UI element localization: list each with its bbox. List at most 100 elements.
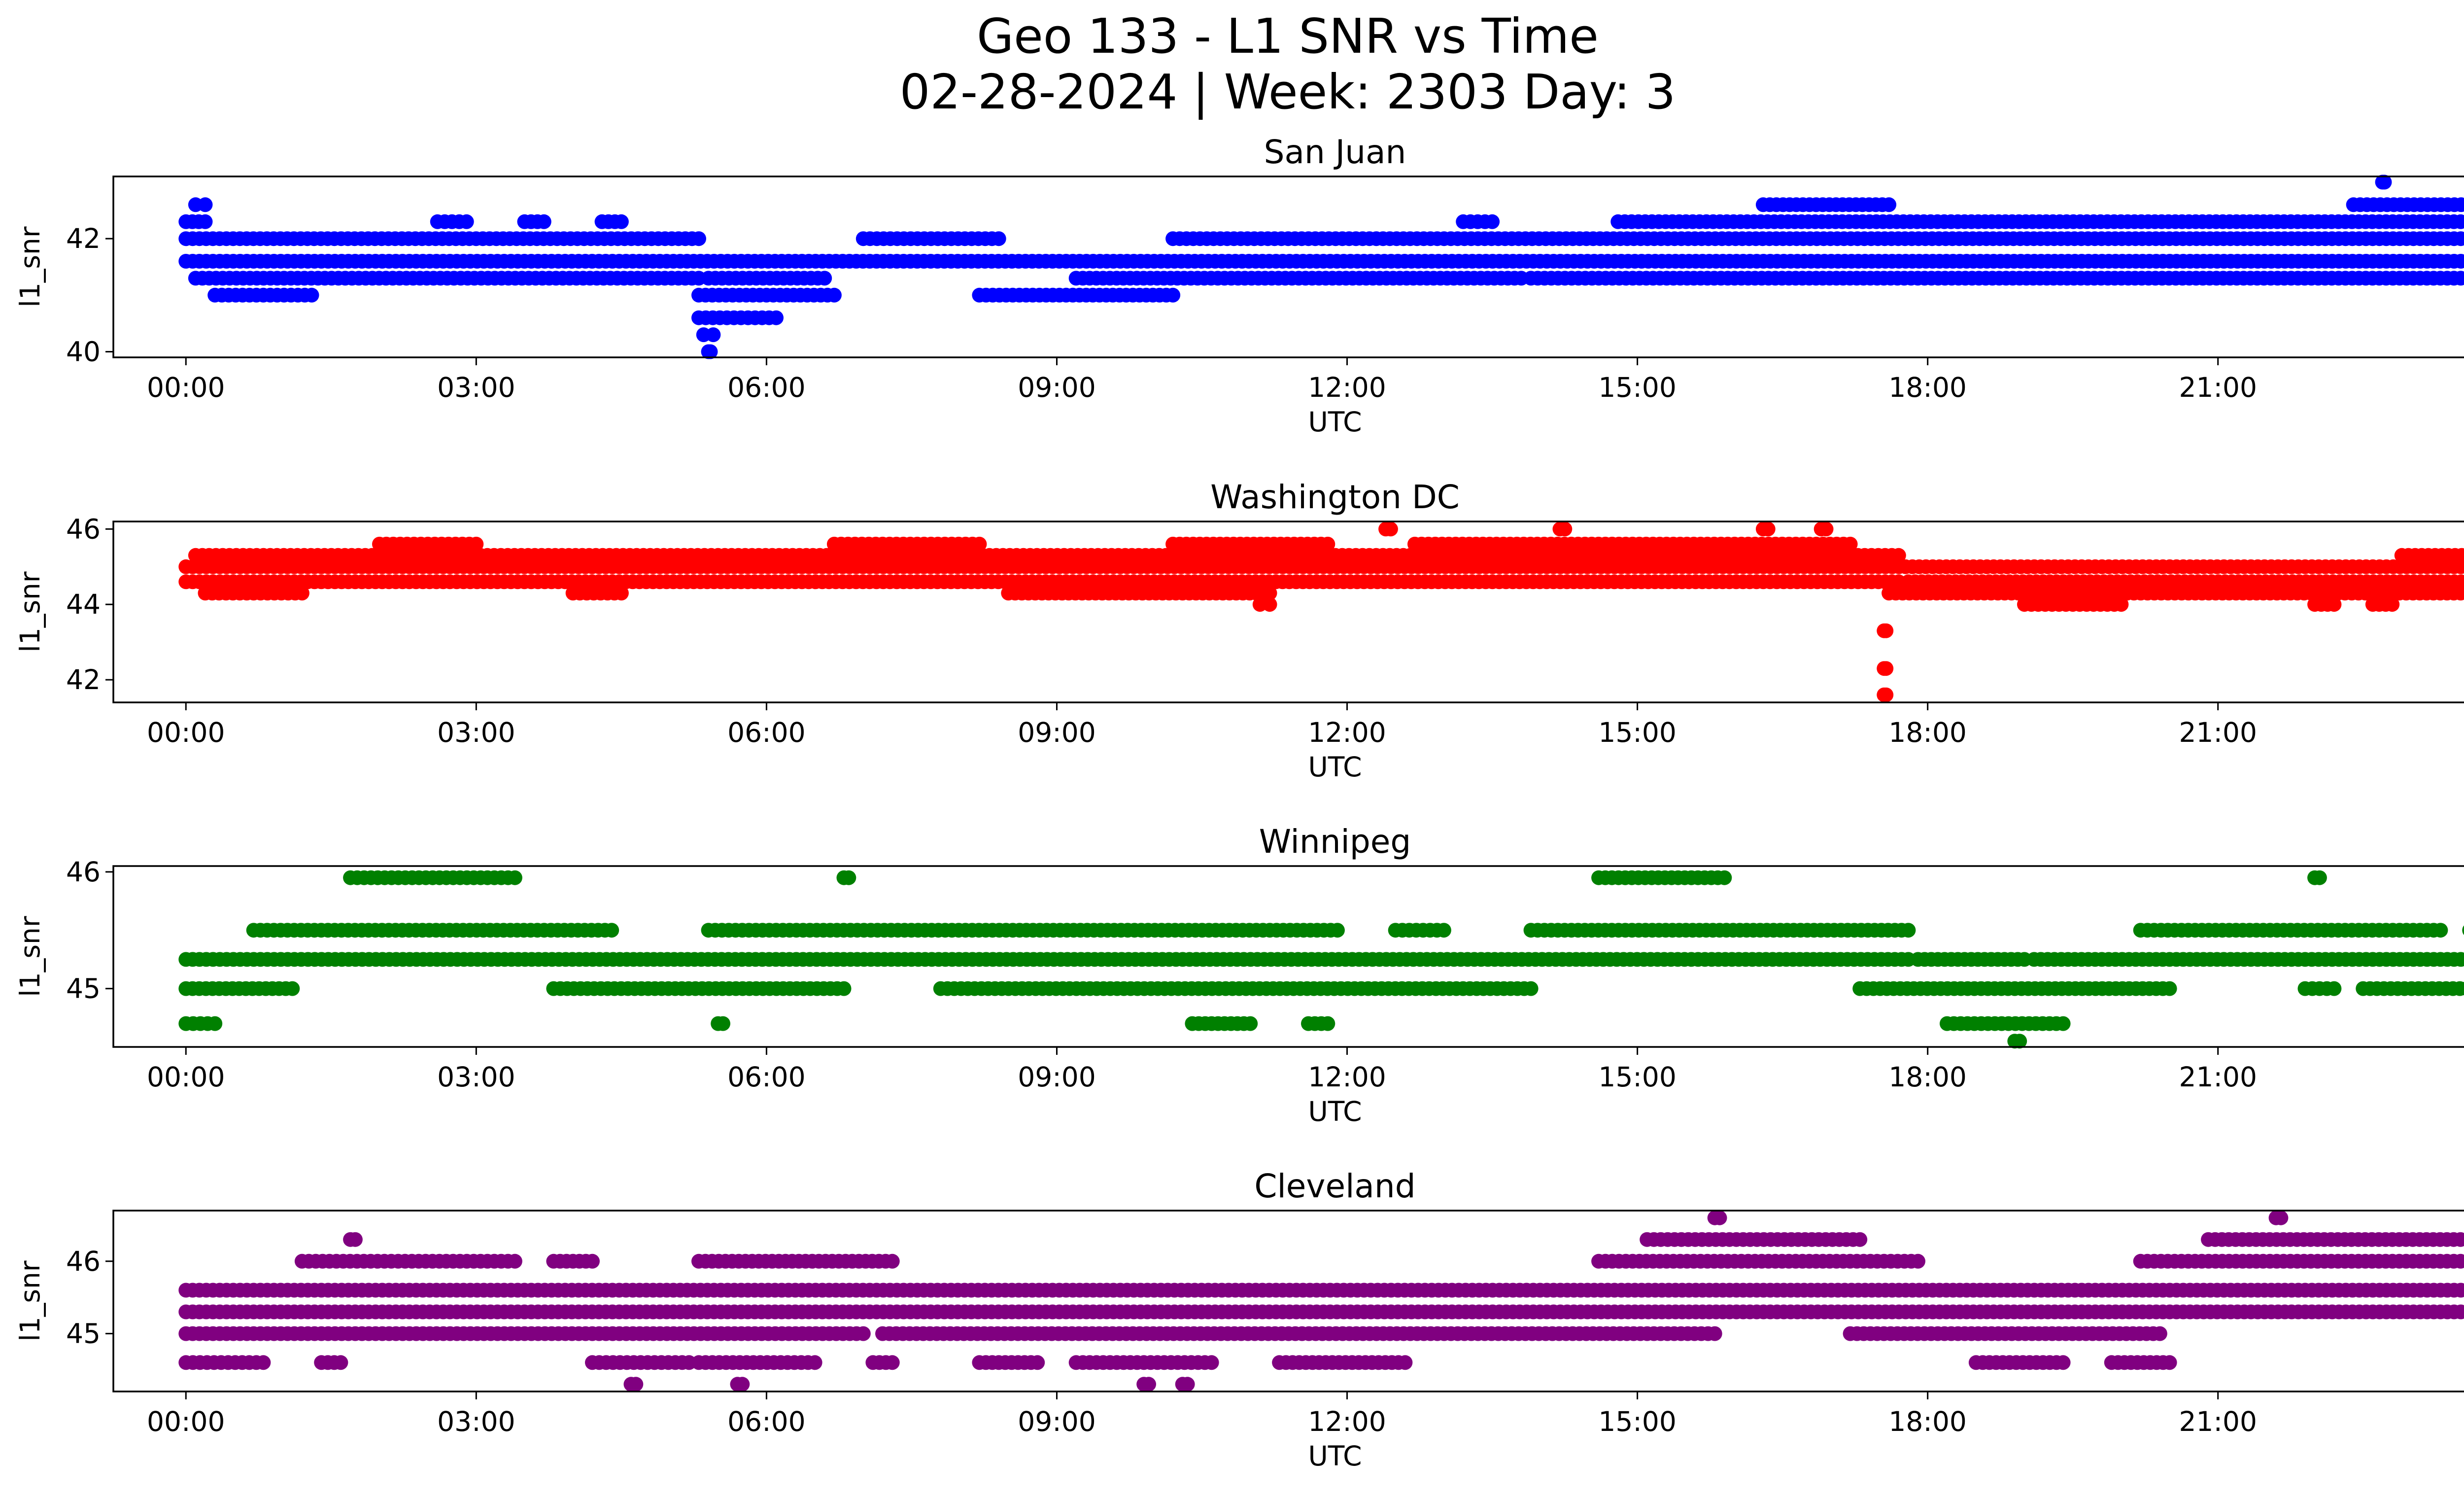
- axes-frame: [112, 175, 2464, 358]
- data-point: [198, 214, 213, 229]
- data-point: [604, 923, 619, 938]
- data-point: [1879, 661, 1894, 676]
- subplot-winnipeg: 00:00 03:00 06:00 09:00 12:00 15:00 18:00 21:00…: [14, 823, 2464, 1127]
- data-point: [2460, 953, 2464, 966]
- x-tick-label: 12:00: [1308, 372, 1386, 403]
- data-point: [2460, 1305, 2464, 1319]
- x-tick-label: 12:00: [1308, 1406, 1386, 1437]
- data-point: [2459, 981, 2464, 996]
- data-point: [2162, 1355, 2177, 1370]
- data-point: [2012, 1034, 2027, 1049]
- data-point: [841, 870, 856, 885]
- series-points: [178, 870, 2464, 1049]
- x-tick-label: 21:00: [2179, 1061, 2257, 1093]
- x-axis-label: UTC: [1308, 1440, 1362, 1472]
- data-point: [1879, 623, 1894, 638]
- x-tick-label: 15:00: [1598, 372, 1677, 403]
- y-tick-label: 42: [66, 223, 101, 254]
- subplot-cleveland: 00:00 03:00 06:00 09:00 12:00 15:00 18:00 21:00…: [14, 1167, 2464, 1472]
- y-tick-label: 46: [66, 513, 101, 545]
- data-point: [991, 231, 1006, 246]
- x-tick-label: 12:00: [1308, 1061, 1386, 1093]
- data-point: [469, 536, 484, 552]
- x-axis-label: UTC: [1308, 1096, 1362, 1127]
- y-axis-label: l1_snr: [14, 226, 46, 307]
- data-point: [1882, 197, 1897, 212]
- data-point: [2162, 981, 2177, 996]
- data-point: [614, 586, 629, 601]
- data-point: [2460, 1254, 2464, 1268]
- data-point: [614, 214, 629, 229]
- data-point: [1436, 923, 1451, 938]
- data-point: [536, 214, 551, 229]
- data-point: [826, 287, 842, 303]
- data-point: [2462, 925, 2464, 936]
- x-tick-label: 06:00: [727, 717, 806, 748]
- data-point: [198, 197, 213, 212]
- x-tick-label: 21:00: [2179, 372, 2257, 403]
- data-point: [507, 870, 522, 885]
- data-point: [304, 287, 319, 303]
- x-axis-label: UTC: [1308, 751, 1362, 783]
- data-point: [2385, 597, 2400, 612]
- data-point: [1383, 522, 1398, 537]
- data-point: [769, 310, 784, 325]
- data-point: [1717, 870, 1732, 885]
- x-tick-label: 15:00: [1598, 1406, 1677, 1437]
- data-point: [735, 1377, 750, 1392]
- data-point: [285, 981, 300, 996]
- data-point: [1262, 597, 1277, 612]
- data-point: [2460, 587, 2464, 600]
- data-point: [807, 1355, 822, 1370]
- data-point: [294, 586, 309, 601]
- x-tick-label: 15:00: [1598, 1061, 1677, 1093]
- x-tick-label: 06:00: [727, 1406, 806, 1437]
- data-point: [885, 1355, 900, 1370]
- x-tick-label: 09:00: [1018, 1061, 1096, 1093]
- figure-title: Geo 133 - L1 SNR vs Time: [977, 8, 1599, 64]
- data-point: [1712, 1210, 1727, 1225]
- data-point: [2454, 197, 2464, 212]
- data-point: [2460, 560, 2464, 573]
- subplot-san-juan: 00:00 03:00 06:00 09:00 12:00 15:00 18:00 21:00…: [14, 133, 2464, 438]
- series-points: [178, 1210, 2464, 1392]
- x-tick-label: 06:00: [727, 1061, 806, 1093]
- data-point: [1523, 981, 1539, 996]
- data-point: [1320, 536, 1335, 552]
- data-point: [1262, 586, 1277, 601]
- x-tick-label: 09:00: [1018, 717, 1096, 748]
- data-point: [1852, 1232, 1868, 1247]
- data-point: [1243, 1016, 1258, 1031]
- subplot-washington-dc: 00:00 03:00 06:00 09:00 12:00 15:00 18:00 21:00…: [14, 478, 2464, 783]
- figure-subtitle: 02-28-2024 | Week: 2303 Day: 3: [899, 64, 1676, 120]
- data-point: [1557, 522, 1573, 537]
- y-tick-label: 46: [66, 856, 101, 888]
- data-point: [836, 981, 852, 996]
- x-tick-label: 09:00: [1018, 1406, 1096, 1437]
- data-point: [1398, 1355, 1413, 1370]
- y-tick-label: 40: [66, 336, 101, 368]
- data-point: [2312, 870, 2327, 885]
- data-point: [207, 1016, 223, 1031]
- data-point: [2055, 1016, 2071, 1031]
- data-point: [2461, 549, 2464, 561]
- y-tick-label: 42: [66, 664, 101, 695]
- data-point: [2055, 1355, 2071, 1370]
- data-point: [2460, 575, 2464, 589]
- data-point: [1843, 536, 1858, 552]
- y-tick-label: 46: [66, 1246, 101, 1277]
- data-point: [628, 1377, 644, 1392]
- series-points: [178, 174, 2464, 359]
- data-point: [507, 1253, 522, 1269]
- y-tick-label: 45: [66, 973, 101, 1005]
- y-tick-label: 45: [66, 1318, 101, 1350]
- x-tick-label: 00:00: [147, 717, 225, 748]
- data-point: [1030, 1355, 1045, 1370]
- x-axis-label: UTC: [1308, 406, 1362, 438]
- data-point: [2152, 1326, 2167, 1341]
- subplot-title: Winnipeg: [1259, 823, 1411, 861]
- x-tick-label: 00:00: [147, 1406, 225, 1437]
- subplot-title: Cleveland: [1254, 1167, 1415, 1205]
- data-point: [1707, 1326, 1722, 1341]
- x-tick-label: 21:00: [2179, 717, 2257, 748]
